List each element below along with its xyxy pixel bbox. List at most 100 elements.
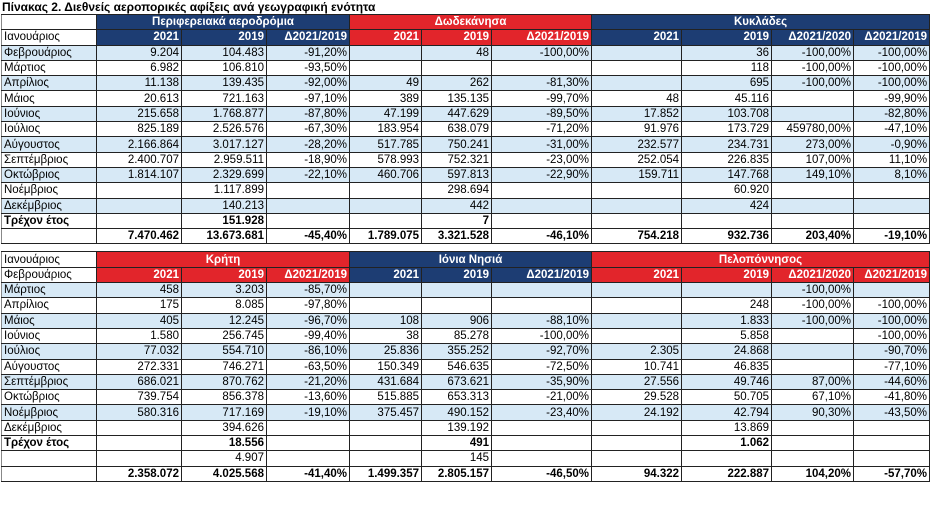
cell — [591, 435, 683, 452]
cell: 3.203 — [181, 282, 267, 299]
cell: -22,10% — [265, 166, 351, 184]
row-label: Οκτώβριος — [1, 389, 97, 406]
data-row: Μάιος 405 12.245 -96,70% 108 906 -88,10% 1.833-… — [1, 312, 930, 329]
cell — [771, 197, 855, 214]
row-label: Ιανουάριος — [1, 29, 97, 46]
cell: 1.814.107 — [96, 166, 182, 184]
row-label: Σεπτέμβριος — [1, 151, 97, 168]
cell: 3.321.528 — [421, 228, 493, 245]
column-header: 2021 — [96, 266, 182, 284]
cell: -77,10% — [853, 358, 930, 375]
cell: 36 — [681, 44, 773, 61]
cell: 94.322 — [591, 465, 683, 482]
cell: -0,90% — [853, 136, 930, 153]
cell: 232.577 — [591, 136, 683, 153]
cell — [96, 197, 182, 214]
data-row: Δεκέμβριος 394.626 139.192 13.869 — [1, 419, 930, 437]
data-row: 4.907 145 — [1, 450, 930, 467]
cell: 459780,00% — [771, 121, 855, 138]
cell: -100,00% — [490, 327, 593, 345]
cell: -99,70% — [491, 90, 593, 107]
cell: -23,40% — [490, 404, 593, 421]
column-row: Ιανουάριος 2021 2019 Δ2021/2019 2021 2019 Δ202… — [1, 29, 930, 46]
cell: 273,00% — [771, 136, 855, 153]
cell — [266, 450, 350, 467]
cell — [349, 182, 423, 199]
cell: 107,00% — [771, 151, 855, 168]
cell: 546.635 — [421, 358, 492, 375]
data-row: Δεκέμβριος 140.213 442 424 — [1, 197, 930, 214]
data-table: Περιφερειακά αεροδρόμια Δωδεκάνησα Κυκλάδε… — [1, 13, 930, 245]
cell — [591, 327, 683, 345]
cell — [96, 419, 182, 437]
cell: -100,00% — [853, 327, 930, 345]
row-label — [1, 13, 97, 31]
cell: -100,00% — [771, 75, 855, 92]
cell: 673.621 — [421, 373, 492, 391]
cell: 1.499.357 — [349, 465, 422, 482]
cell: -45,40% — [265, 228, 351, 245]
cell: 458 — [96, 282, 182, 299]
cell: 48 — [591, 90, 683, 107]
row-label: Φεβρουάριος — [1, 266, 97, 284]
cell: 424 — [681, 197, 773, 214]
cell: 108 — [349, 312, 422, 329]
row-label: Φεβρουάριος — [1, 44, 97, 61]
column-header: 2019 — [681, 29, 773, 46]
cell — [853, 182, 930, 199]
data-row: Οκτώβριος 739.754 856.378 -13,60% 515.885 653… — [1, 389, 930, 406]
cell — [853, 450, 930, 467]
cell — [349, 212, 423, 230]
cell — [349, 282, 422, 299]
cell: 9.204 — [96, 44, 182, 61]
cell — [265, 182, 351, 199]
cell — [853, 419, 930, 437]
column-header: 2021 — [96, 29, 182, 46]
cell — [491, 182, 593, 199]
cell — [591, 282, 683, 299]
row-label: Τρέχον έτος — [1, 435, 97, 452]
cell: 355.252 — [421, 343, 492, 360]
cell: 262 — [421, 75, 493, 92]
cell: -92,00% — [265, 75, 351, 92]
cell — [591, 297, 683, 314]
cell: 4.025.568 — [181, 465, 267, 482]
cell: 29.528 — [591, 389, 683, 406]
column-header: Δ2021/2020 — [771, 266, 855, 284]
cell: -81,30% — [491, 75, 593, 92]
cell — [96, 182, 182, 199]
cell: 1.117.899 — [181, 182, 267, 199]
cell — [771, 343, 855, 360]
column-header: 2021 — [591, 266, 683, 284]
tables: Περιφερειακά αεροδρόμια Δωδεκάνησα Κυκλάδε… — [0, 13, 930, 482]
data-row: Τρέχον έτος 151.928 7 — [1, 212, 930, 230]
cell: 67,10% — [771, 389, 855, 406]
cell — [490, 435, 593, 452]
cell: 2.526.576 — [181, 121, 267, 138]
cell: 215.658 — [96, 105, 182, 123]
cell: 49 — [349, 75, 423, 92]
cell: -22,90% — [491, 166, 593, 184]
cell: -57,70% — [853, 465, 930, 482]
data-row: 2.358.072 4.025.568 -41,40% 1.499.357 2.805.… — [1, 465, 930, 482]
data-row: Απρίλιος 11.138 139.435 -92,00% 49 262 -81,30%… — [1, 75, 930, 92]
cell: 38 — [349, 327, 422, 345]
column-header: 2019 — [181, 29, 267, 46]
column-header: 2019 — [421, 266, 492, 284]
cell: 106.810 — [181, 59, 267, 77]
cell — [853, 282, 930, 299]
cell: 139.435 — [181, 75, 267, 92]
cell: -97,10% — [265, 90, 351, 107]
cell: 739.754 — [96, 389, 182, 406]
cell — [349, 297, 422, 314]
cell: 256.745 — [181, 327, 267, 345]
cell: -100,00% — [853, 75, 930, 92]
data-row: Μάρτιος 6.982 106.810 -93,50% 118 -100,00% -10… — [1, 59, 930, 77]
cell: 8.085 — [181, 297, 267, 314]
cell: 135.135 — [421, 90, 493, 107]
column-header: Δ2021/2019 — [853, 29, 930, 46]
row-label: Οκτώβριος — [1, 166, 97, 184]
cell — [591, 44, 683, 61]
column-header: 2021 — [349, 29, 423, 46]
cell — [96, 212, 182, 230]
